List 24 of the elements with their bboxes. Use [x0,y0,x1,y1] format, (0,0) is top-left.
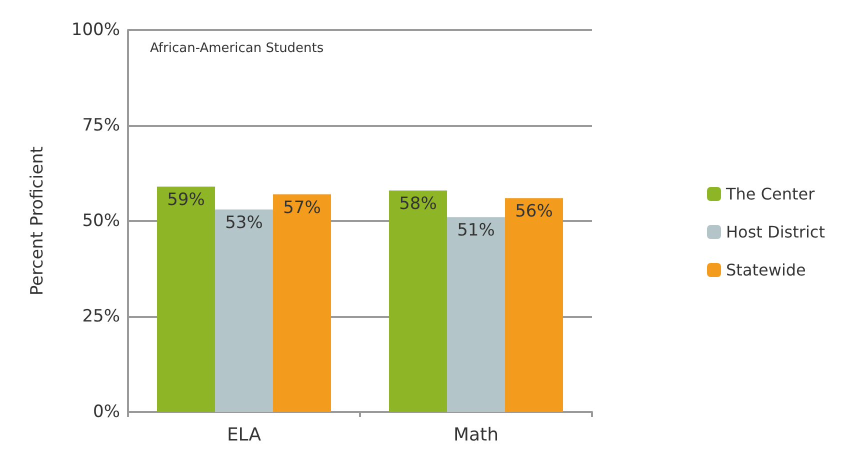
y-tick-label: 75% [82,116,120,136]
y-axis-title: Percent Proficient [28,146,48,296]
data-label: 58% [399,194,437,214]
x-tick-label: Math [453,424,499,446]
y-tick-label: 0% [93,402,120,422]
data-label: 51% [457,220,495,241]
y-tick-label: 50% [82,211,120,231]
x-tick-label: ELA [226,424,262,446]
annotation: African-American Students [150,41,324,56]
bar [389,190,447,412]
bar [215,210,273,412]
data-label: 53% [225,213,263,234]
y-tick-label: 100% [71,20,120,40]
legend-label: The Center [725,184,816,204]
data-label: 56% [515,202,553,222]
bar [273,194,331,412]
data-label: 57% [283,198,321,218]
bar [447,217,505,412]
bar [505,198,563,412]
y-tick-label: 25% [82,306,120,326]
data-label: 59% [167,190,205,210]
legend-label: Host District [726,222,825,242]
legend-label: Statewide [726,260,806,280]
bar [157,186,215,412]
